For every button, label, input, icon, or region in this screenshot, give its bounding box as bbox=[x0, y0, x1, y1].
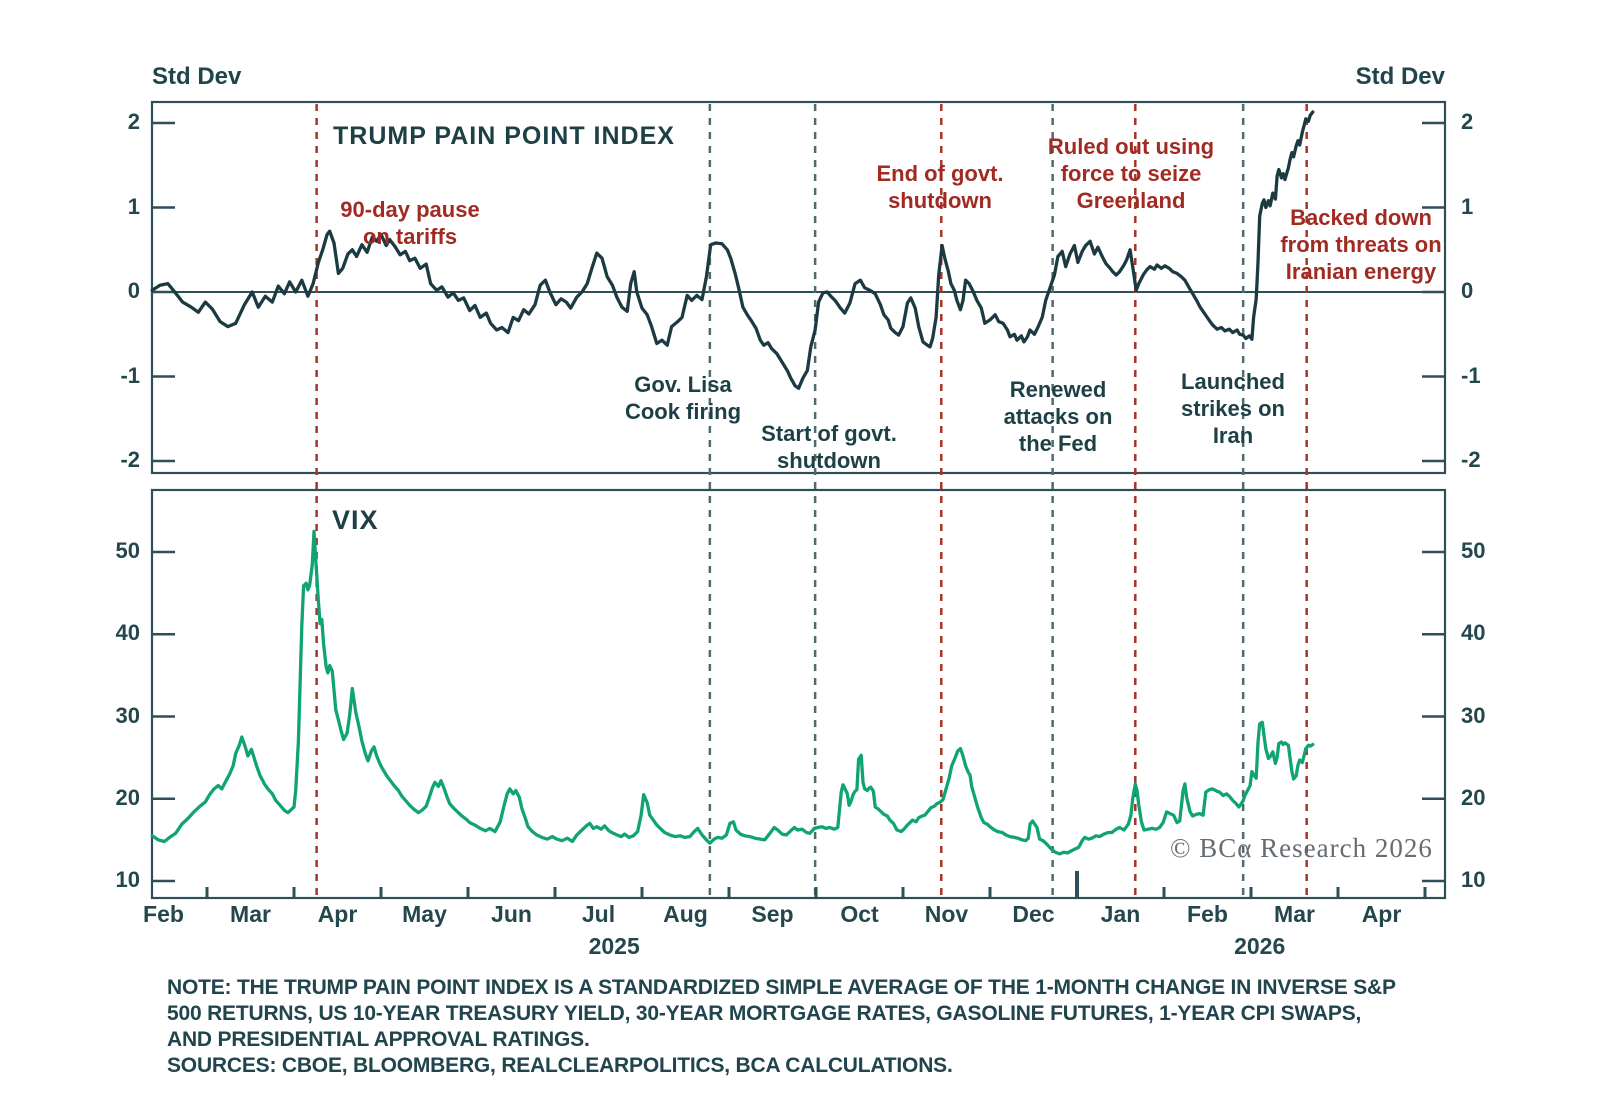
event-annotation-shutdown-start: Start of govt. shutdown bbox=[761, 421, 897, 473]
series-trump-pain-point-index bbox=[150, 110, 1315, 390]
month-label-10-Dec: Dec bbox=[1012, 901, 1055, 927]
month-label-12-Feb: Feb bbox=[1187, 901, 1228, 927]
month-label-3-May: May bbox=[402, 901, 447, 927]
event-annotation-greenland: Ruled out using force to seize Greenland bbox=[1047, 134, 1215, 213]
month-label-0-Feb: Feb bbox=[143, 901, 184, 927]
bottom-panel-border bbox=[150, 488, 1447, 900]
event-annotation-fed-attacks: Renewed attacks on the Fed bbox=[1003, 377, 1113, 456]
month-label-7-Sep: Sep bbox=[751, 901, 794, 927]
note-line-3: AND PRESIDENTIAL APPROVAL RATINGS. bbox=[167, 1028, 590, 1051]
year-label-2026: 2026 bbox=[1234, 933, 1286, 959]
top-ytick-label-right-1: 1 bbox=[1461, 193, 1474, 219]
bottom-ytick-label-right-30: 30 bbox=[1461, 702, 1486, 728]
top-ytick-label-left--2: -2 bbox=[120, 447, 140, 472]
month-label-11-Jan: Jan bbox=[1100, 901, 1141, 927]
month-label-5-Jul: Jul bbox=[581, 901, 616, 927]
axis-title-std-dev-right: Std Dev bbox=[1355, 63, 1445, 90]
top-panel-border bbox=[150, 100, 1447, 475]
note-line-1: NOTE: THE TRUMP PAIN POINT INDEX IS A ST… bbox=[167, 976, 1396, 999]
event-annotation-iran-strikes: Launched strikes on Iran bbox=[1181, 369, 1285, 448]
event-annotation-cook-firing: Gov. Lisa Cook firing bbox=[624, 372, 742, 424]
series-vix bbox=[150, 529, 1315, 856]
watermark: © BCα Research 2026 bbox=[1170, 833, 1433, 863]
month-label-8-Oct: Oct bbox=[840, 901, 879, 927]
bottom-ytick-label-right-40: 40 bbox=[1461, 620, 1486, 646]
bottom-ytick-label-right-50: 50 bbox=[1461, 538, 1486, 563]
event-annotation-iran-energy: Backed down from threats on Iranian ener… bbox=[1280, 205, 1442, 284]
chart-title-vix: VIX bbox=[332, 505, 379, 535]
note-line-2: 500 RETURNS, US 10-YEAR TREASURY YIELD, … bbox=[167, 1002, 1362, 1025]
event-annotation-shutdown-end: End of govt. shutdown bbox=[876, 161, 1004, 213]
top-ytick-label-left-0: 0 bbox=[127, 278, 140, 303]
bottom-ytick-label-left-40: 40 bbox=[115, 620, 140, 646]
top-ytick-label-right-0: 0 bbox=[1461, 278, 1474, 303]
month-label-9-Nov: Nov bbox=[924, 901, 969, 927]
month-label-2-Apr: Apr bbox=[317, 901, 358, 927]
bottom-ytick-label-left-50: 50 bbox=[115, 538, 140, 563]
bottom-ytick-label-right-10: 10 bbox=[1461, 867, 1486, 892]
month-label-14-Apr: Apr bbox=[1361, 901, 1402, 927]
month-label-6-Aug: Aug bbox=[663, 901, 708, 927]
top-ytick-label-right--1: -1 bbox=[1461, 362, 1481, 388]
bottom-ytick-label-left-30: 30 bbox=[115, 702, 140, 728]
event-annotation-tariff-pause: 90-day pause on tariffs bbox=[340, 197, 480, 249]
note-line-4: SOURCES: CBOE, BLOOMBERG, REALCLEARPOLIT… bbox=[167, 1054, 953, 1077]
chart-title-trump-pain-point-index: TRUMP PAIN POINT INDEX bbox=[333, 122, 675, 150]
top-ytick-label-left--1: -1 bbox=[120, 362, 140, 388]
top-ytick-label-right-2: 2 bbox=[1461, 109, 1474, 134]
month-label-13-Mar: Mar bbox=[1274, 901, 1315, 927]
top-ytick-label-left-1: 1 bbox=[127, 193, 140, 219]
top-ytick-label-left-2: 2 bbox=[127, 109, 140, 134]
bottom-ytick-label-left-10: 10 bbox=[115, 867, 140, 892]
year-label-2025: 2025 bbox=[588, 933, 640, 959]
month-label-1-Mar: Mar bbox=[230, 901, 271, 927]
axis-title-std-dev-left: Std Dev bbox=[152, 63, 242, 90]
bottom-ytick-label-right-20: 20 bbox=[1461, 784, 1486, 810]
top-ytick-label-right--2: -2 bbox=[1461, 447, 1481, 472]
bottom-ytick-label-left-20: 20 bbox=[115, 784, 140, 810]
month-label-4-Jun: Jun bbox=[491, 901, 532, 927]
